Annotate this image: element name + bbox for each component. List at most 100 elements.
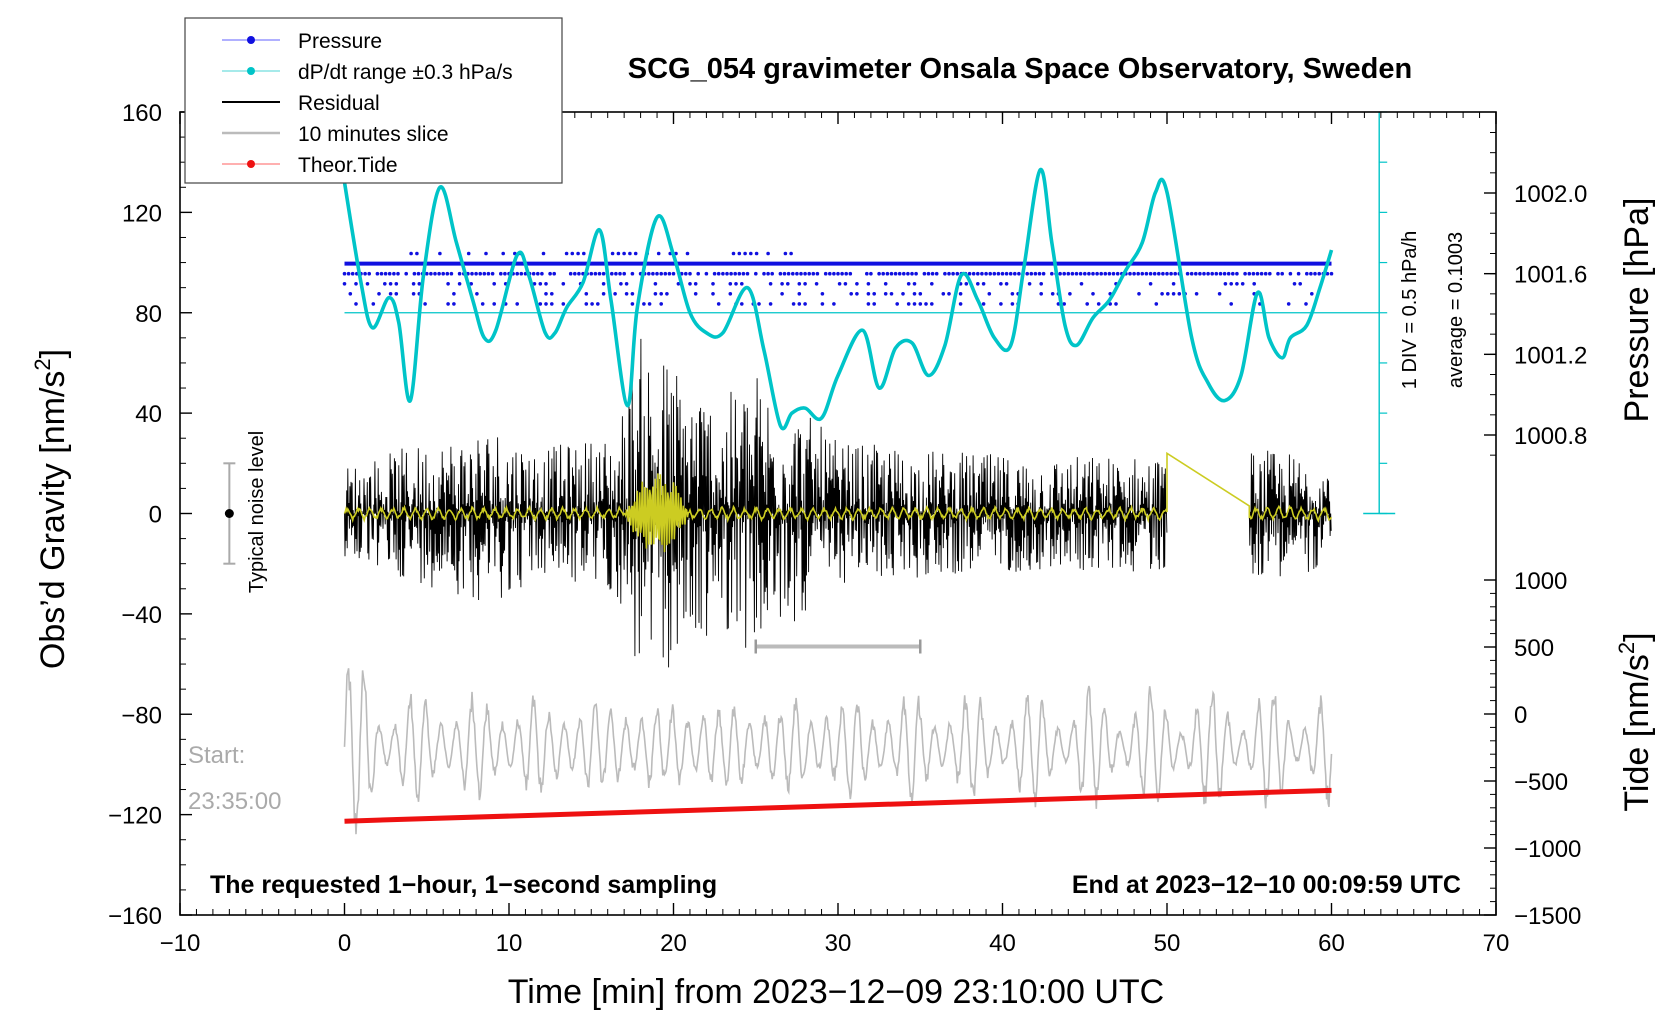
pressure-dot xyxy=(693,282,698,286)
pressure-dot xyxy=(889,292,894,296)
pressure-dot xyxy=(1217,292,1222,296)
pressure-dot xyxy=(1152,271,1157,276)
pressure-dot xyxy=(1154,302,1159,306)
pressure-dot xyxy=(797,302,802,306)
pressure-dot xyxy=(910,271,914,276)
pressure-dot xyxy=(889,271,894,276)
pressure-dot xyxy=(941,292,946,296)
pressure-dot xyxy=(1194,292,1199,296)
pressure-dot xyxy=(482,271,487,276)
pressure-dot xyxy=(1194,271,1198,276)
pressure-dot xyxy=(1298,282,1302,286)
pressure-dot xyxy=(346,271,351,276)
pressure-dot xyxy=(544,302,548,306)
pressure-dot xyxy=(437,271,441,276)
legend-pressure-label: Pressure xyxy=(298,30,382,53)
pressure-dot xyxy=(659,292,663,296)
pressure-dot xyxy=(912,292,917,296)
pressure-dot xyxy=(711,282,715,286)
pressure-dot xyxy=(416,271,421,276)
pressure-dot xyxy=(883,282,888,286)
pressure-dot xyxy=(449,271,454,276)
legend-item-pressure: Pressure xyxy=(222,30,382,53)
pressure-dot xyxy=(1148,282,1153,286)
pressure-dot xyxy=(780,282,784,286)
pressure-dot xyxy=(778,271,783,276)
pressure-dot xyxy=(1041,271,1046,276)
pressure-dot xyxy=(688,271,692,276)
pressure-dot xyxy=(768,302,773,306)
pressure-layer xyxy=(342,251,1334,306)
legend-item-slice: 10 minutes slice xyxy=(222,123,449,146)
pressure-dot xyxy=(597,271,602,276)
pressure-dot xyxy=(624,282,629,286)
pressure-dot xyxy=(1144,271,1149,276)
slice-start-time: 23:35:00 xyxy=(188,788,281,815)
y-tick-label: 40 xyxy=(135,401,162,428)
left-axis-ticks: 160 120 80 40 0 −40 −80 −120 −160 xyxy=(108,100,192,930)
pressure-dot xyxy=(350,271,355,276)
tide-tick-label: −500 xyxy=(1514,769,1568,796)
pressure-dot xyxy=(1214,271,1219,276)
pressure-dot xyxy=(926,271,931,276)
legend-tide-marker xyxy=(247,160,255,168)
y-tick-label: −160 xyxy=(108,903,162,930)
pressure-dot xyxy=(814,282,819,286)
pressure-dot xyxy=(1313,271,1317,276)
pressure-dot xyxy=(550,302,554,306)
pressure-dot xyxy=(1329,271,1334,276)
pressure-dot xyxy=(659,271,663,276)
pressure-dot xyxy=(1310,292,1314,296)
pressure-dot xyxy=(799,271,803,276)
pressure-dot xyxy=(417,282,422,286)
pressure-dot xyxy=(568,271,573,276)
pressure-dot xyxy=(958,292,963,296)
pressure-dot xyxy=(832,302,836,306)
pressure-dot xyxy=(1280,271,1284,276)
pressure-dot xyxy=(906,271,910,276)
pressure-dot xyxy=(1268,271,1272,276)
pressure-dot xyxy=(740,302,744,306)
pressure-dot xyxy=(930,271,935,276)
pressure-dot xyxy=(484,251,488,256)
bottom-right-note: End at 2023−12−10 00:09:59 UTC xyxy=(1072,871,1461,899)
pressure-dot xyxy=(548,271,552,276)
pressure-dot xyxy=(531,271,536,276)
pressure-dot xyxy=(877,271,881,276)
pressure-dot xyxy=(622,251,626,256)
pressure-dot xyxy=(601,282,606,286)
pressure-dot xyxy=(885,271,890,276)
pressure-dot xyxy=(452,302,456,306)
pressure-dot xyxy=(1177,292,1182,296)
pressure-dot xyxy=(712,271,717,276)
pressure-dot xyxy=(425,271,429,276)
pressure-dot xyxy=(1095,271,1099,276)
pressure-dot xyxy=(441,271,446,276)
pressure-dot xyxy=(757,302,761,306)
pressure-dot xyxy=(754,251,759,256)
tide-line xyxy=(344,787,1332,824)
pressure-dot xyxy=(383,271,388,276)
pressure-dot xyxy=(1235,271,1239,276)
pressure-dot xyxy=(803,302,807,306)
x-axis-ticks: −10 0 10 20 30 40 50 60 70 xyxy=(160,112,1509,957)
chart-title: SCG_054 gravimeter Onsala Space Observat… xyxy=(628,53,1412,85)
y-tick-label: −40 xyxy=(121,602,162,629)
pressure-div-label: 1 DIV = 0.5 hPa/h xyxy=(1399,231,1421,389)
pressure-dot xyxy=(1218,271,1223,276)
pressure-dot xyxy=(1068,292,1072,296)
pressure-dot xyxy=(1010,302,1015,306)
pressure-dot xyxy=(1017,271,1021,276)
pressure-dot xyxy=(1025,271,1029,276)
pressure-dot xyxy=(1305,271,1309,276)
pressure-dot xyxy=(486,271,491,276)
pressure-dot xyxy=(1251,271,1256,276)
pressure-dot xyxy=(918,292,923,296)
pressure-dot xyxy=(782,271,787,276)
pressure-dot xyxy=(901,292,905,296)
y-tick-label: 120 xyxy=(122,200,162,227)
noise-level-layer xyxy=(223,462,236,565)
slice-trace xyxy=(343,668,1333,835)
pressure-dot xyxy=(740,282,744,286)
pressure-dot xyxy=(573,271,577,276)
